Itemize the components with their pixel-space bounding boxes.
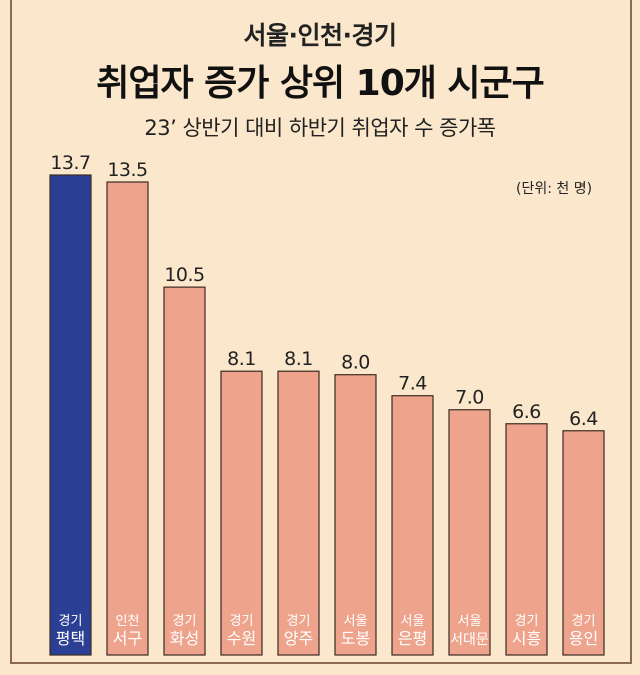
bar-category-label: 시흥 [512,629,541,648]
bar-value-label: 8.1 [284,348,313,370]
bar-category-label: 은평 [398,629,427,648]
bar-region-label: 경기 [59,614,83,629]
bar-region-label: 경기 [230,614,254,629]
bar-value-label: 8.0 [341,352,370,374]
bar-region-label: 경기 [287,614,311,629]
bar-region-label: 경기 [173,614,197,629]
bar [505,423,548,656]
chart-supertitle: 서울·인천·경기 [243,21,398,50]
bar [562,430,605,656]
bar-value-label: 8.1 [227,348,256,370]
bar [391,395,434,656]
bar [334,374,377,656]
bar-value-label: 6.4 [569,408,598,430]
bar [220,370,263,656]
bar-value-label: 10.5 [164,264,204,286]
bar [448,409,491,656]
bar-region-label: 인천 [116,614,140,629]
chart-subtitle: 23’ 상반기 대비 하반기 취업자 수 증가폭 [144,116,496,140]
bar-category-label: 평택 [56,629,85,648]
bar-region-label: 서울 [401,614,425,629]
bar-region-label: 경기 [515,614,539,629]
bar-value-label: 6.6 [512,401,541,423]
bar-category-label: 수원 [227,629,256,648]
bar [163,286,206,656]
bar-category-label: 양주 [284,629,313,648]
bar-value-label: 13.7 [50,152,90,174]
bar-value-label: 13.5 [107,159,147,181]
bar-region-label: 서울 [458,614,482,629]
bar-category-label: 서구 [113,629,142,648]
bar-category-label: 서대문 [450,632,489,648]
bar [277,370,320,656]
bar-category-label: 용인 [569,629,598,648]
chart-title: 취업자 증가 상위 10개 시군구 [96,63,545,104]
bar-category-label: 도봉 [341,629,370,648]
bar-region-label: 경기 [572,614,596,629]
bar-region-label: 서울 [344,614,368,629]
bar-category-label: 화성 [170,629,199,648]
unit-label: (단위: 천 명) [516,181,593,197]
bar-value-label: 7.4 [398,373,427,395]
bar [49,174,92,656]
bar [106,181,149,656]
bar-value-label: 7.0 [455,387,484,409]
chart-frame [10,0,632,664]
